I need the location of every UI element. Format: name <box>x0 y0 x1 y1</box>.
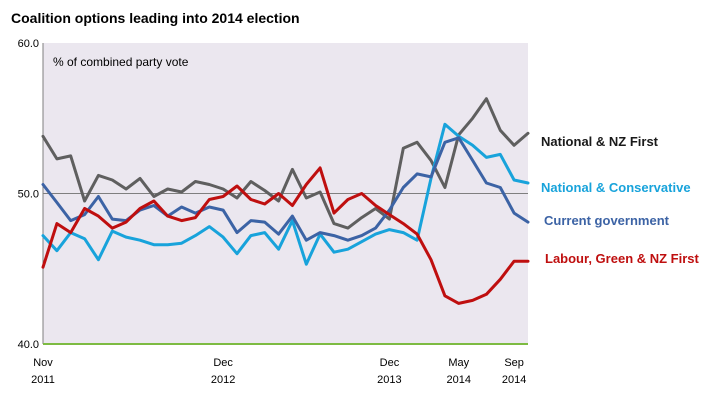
y-tick-label: 40.0 <box>18 339 39 351</box>
x-tick-label: Sep <box>504 357 524 369</box>
x-tick-label: 2011 <box>31 374 55 386</box>
x-tick-labels: Nov 2011 Dec 2012 Dec 2013 May 2014 Sep 2014 <box>31 357 526 386</box>
x-tick-label: Dec <box>380 357 400 369</box>
series-line-0 <box>41 97 530 230</box>
y-tick-labels: 40.0 50.0 60.0 <box>18 38 39 351</box>
x-tick-label: May <box>448 357 469 369</box>
x-tick-label: 2014 <box>446 374 470 386</box>
x-tick-label: 2012 <box>211 374 235 386</box>
plot-annotation: % of combined party vote <box>53 55 189 69</box>
x-tick-label: 2013 <box>377 374 401 386</box>
x-tick-label: Nov <box>33 357 53 369</box>
legend-labour-green-nz-first: Labour, Green & NZ First <box>545 251 699 266</box>
series-line-3 <box>41 166 530 305</box>
legend-national-nz-first: National & NZ First <box>541 134 659 149</box>
legend-national-conservative: National & Conservative <box>541 180 691 195</box>
y-tick-label: 60.0 <box>18 38 39 50</box>
chart-title: Coalition options leading into 2014 elec… <box>11 10 300 26</box>
x-tick-label: 2014 <box>502 374 526 386</box>
y-tick-label: 50.0 <box>18 189 39 201</box>
series-lines <box>41 97 530 305</box>
series-line-2 <box>41 136 530 242</box>
legend-current-government: Current government <box>544 213 669 228</box>
x-tick-label: Dec <box>213 357 233 369</box>
series-line-1 <box>41 122 530 266</box>
